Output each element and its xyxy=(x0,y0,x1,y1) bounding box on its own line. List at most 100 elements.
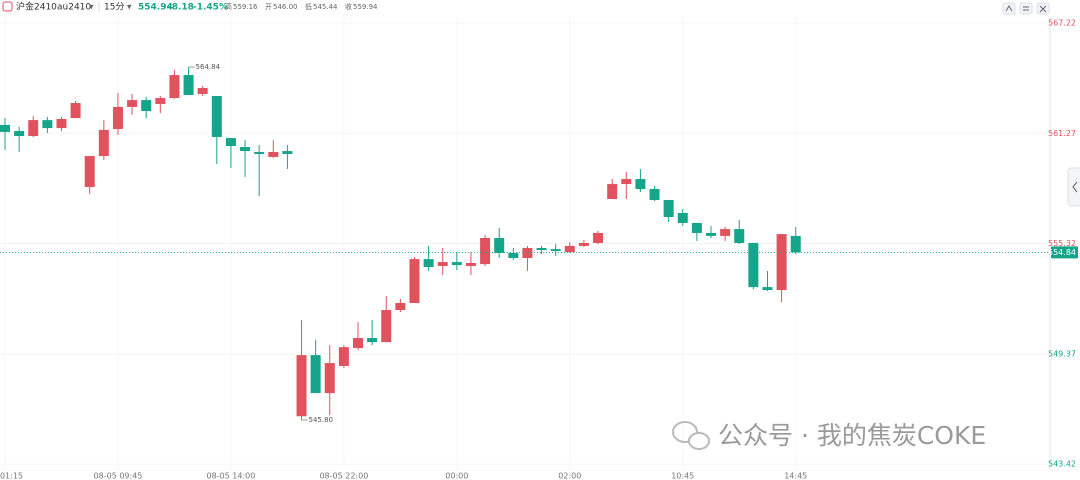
candle-body xyxy=(42,120,53,129)
watermark-text: 公众号 · 我的焦炭COKE xyxy=(718,421,986,450)
icon xyxy=(1072,181,1078,193)
price: 554.94 xyxy=(138,3,173,13)
stat-label: 高 xyxy=(225,2,232,11)
annotation-label: 564.84 xyxy=(196,63,221,71)
candle-body xyxy=(409,259,420,304)
candle-body xyxy=(776,234,787,291)
candle-body xyxy=(578,242,589,246)
candle-body xyxy=(310,355,321,394)
x-tick-label: 08-05 09:45 xyxy=(94,472,143,480)
candle-body xyxy=(564,245,575,253)
candle-body xyxy=(225,138,236,147)
candle-body xyxy=(423,259,434,268)
y-tick-label: 567.22 xyxy=(1048,18,1076,27)
stat-value: 559.94 xyxy=(353,3,378,11)
x-tick-label: 03 01:15 xyxy=(0,472,23,480)
candle-body xyxy=(451,262,462,266)
candle-body xyxy=(211,96,222,137)
wechat-icon xyxy=(688,432,710,450)
annotation-label: 545.80 xyxy=(309,416,334,424)
candle-body xyxy=(790,235,801,253)
header: 沪金2410 au2410 ▾ 15分 ▾ 554.94 -8.18 -1.45… xyxy=(2,1,378,13)
candle-body xyxy=(268,151,279,157)
candle-body xyxy=(367,338,378,343)
symbol: 沪金2410 xyxy=(16,1,57,13)
watermark: 公众号 · 我的焦炭COKE xyxy=(672,421,986,450)
candle-body xyxy=(607,184,618,200)
candle-body xyxy=(254,151,265,155)
candle-body xyxy=(437,262,448,266)
stat-label: 收 xyxy=(345,2,352,11)
collapse-tab[interactable] xyxy=(1067,167,1080,207)
candle-body xyxy=(84,156,95,187)
y-tick-label: 561.27 xyxy=(1048,129,1076,138)
candle-body xyxy=(183,75,194,96)
candle-body xyxy=(691,222,702,233)
dropdown-arrow[interactable]: ▾ xyxy=(89,3,94,13)
candle-body xyxy=(112,106,123,129)
stat-label: 开 xyxy=(265,3,272,11)
code[interactable]: au2410 xyxy=(57,3,91,13)
candle-body xyxy=(296,355,307,417)
collapse-button[interactable] xyxy=(1067,167,1080,207)
candle-body xyxy=(169,75,180,99)
stat-label: 低 xyxy=(305,2,312,11)
x-tick-label: 08-05 14:00 xyxy=(206,472,255,480)
dropdown-arrow[interactable]: ▾ xyxy=(127,3,132,13)
y-tick-label: 555.32 xyxy=(1048,239,1076,248)
candle-body xyxy=(621,179,632,185)
candle-body xyxy=(480,237,491,265)
candle-body xyxy=(282,151,293,155)
candle-body xyxy=(338,347,349,367)
stat-value: 559.16 xyxy=(233,3,258,11)
x-tick-label: 00:00 xyxy=(445,472,468,480)
icon xyxy=(1039,5,1047,13)
x-tick-label: 10:45 xyxy=(671,472,694,480)
candle-body xyxy=(734,229,745,243)
candle-body xyxy=(762,287,773,291)
candle-body xyxy=(508,252,519,258)
candle-body xyxy=(381,310,392,343)
change-pct: -1.45% xyxy=(193,3,228,13)
candle-body xyxy=(240,146,251,152)
candle-body xyxy=(536,247,547,251)
candle-body xyxy=(706,232,716,236)
last-price-label: 554.84 xyxy=(1048,248,1076,257)
change: -8.18 xyxy=(168,3,194,13)
candle-body xyxy=(748,242,759,288)
x-tick-label: 14:45 xyxy=(784,472,807,480)
period[interactable]: 15分 xyxy=(104,2,124,13)
candle-body xyxy=(324,363,335,394)
candle-body xyxy=(56,118,67,129)
y-tick-label: 543.42 xyxy=(1048,460,1076,469)
x-tick-label: 08-05 22:00 xyxy=(319,472,368,480)
candle-body xyxy=(155,98,166,104)
candle-body xyxy=(14,131,25,137)
candle-body xyxy=(494,237,505,253)
candle-body xyxy=(98,129,109,157)
stat-value: 545.44 xyxy=(313,3,338,11)
candle-body xyxy=(663,199,674,218)
candle-body xyxy=(720,229,731,236)
candle-body xyxy=(28,120,39,137)
stat-value: 546.00 xyxy=(273,3,298,11)
candle-body xyxy=(197,88,208,94)
candle-body xyxy=(635,179,646,190)
candle-body xyxy=(0,124,10,132)
candle-body xyxy=(70,103,81,119)
candle-body xyxy=(465,262,476,266)
candle-body xyxy=(522,247,533,258)
y-tick-label: 549.37 xyxy=(1048,349,1076,358)
x-tick-label: 02:00 xyxy=(558,472,581,480)
candle-body xyxy=(649,189,660,200)
candle-body xyxy=(395,303,406,311)
symbol-icon xyxy=(2,1,13,12)
candle-body xyxy=(677,212,688,223)
candle-body xyxy=(353,338,363,349)
candle-body xyxy=(550,249,561,251)
toolbar xyxy=(1002,2,1050,15)
toolbar-button[interactable] xyxy=(1019,2,1033,15)
toolbar-button[interactable] xyxy=(1002,2,1016,15)
